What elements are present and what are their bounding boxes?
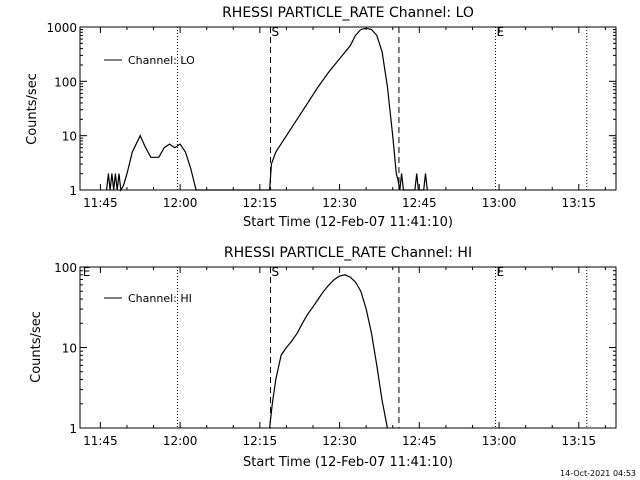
x-tick-label: 13:15 <box>561 196 596 210</box>
x-tick-label: 13:00 <box>482 434 517 448</box>
y-tick-label: 1 <box>69 422 77 436</box>
hi-y-axis-label: Counts/sec <box>29 311 44 383</box>
marker-label-s: S <box>271 265 279 279</box>
x-tick-label: 12:30 <box>322 196 357 210</box>
x-tick-label: 12:00 <box>163 434 198 448</box>
x-tick-label: 11:45 <box>83 434 118 448</box>
hi-panel-title: RHESSI PARTICLE_RATE Channel: HI <box>224 245 472 261</box>
y-tick-label: 100 <box>54 261 77 275</box>
lo-x-axis-label: Start Time (12-Feb-07 11:41:10) <box>243 215 453 230</box>
y-tick-label: 100 <box>54 75 77 89</box>
y-tick-label: 10 <box>62 342 77 356</box>
series-line-channel-hi <box>269 274 388 429</box>
y-tick-label: 1 <box>69 184 77 198</box>
lo-legend-label: Channel: LO <box>128 54 195 67</box>
x-tick-label: 12:45 <box>402 196 437 210</box>
x-tick-label: 11:45 <box>83 196 118 210</box>
marker-label-e: E <box>497 265 505 279</box>
lo-channel-panel: RHESSI PARTICLE_RATE Channel: LO Start T… <box>25 5 617 230</box>
x-tick-label: 13:15 <box>561 434 596 448</box>
y-tick-label: 1000 <box>46 21 77 35</box>
generation-timestamp: 14-Oct-2021 04:53 <box>560 469 636 478</box>
marker-label-s: S <box>271 25 279 39</box>
series-line-channel-lo <box>106 27 428 192</box>
plot-frame <box>79 26 617 191</box>
marker-label-e: E <box>83 265 91 279</box>
x-tick-label: 12:00 <box>163 196 198 210</box>
x-tick-label: 12:15 <box>243 196 278 210</box>
lo-y-axis-label: Counts/sec <box>25 73 40 145</box>
x-tick-label: 13:00 <box>482 196 517 210</box>
y-tick-label: 10 <box>62 130 77 144</box>
x-tick-label: 12:45 <box>402 434 437 448</box>
marker-label-e: E <box>497 25 505 39</box>
lo-panel-title: RHESSI PARTICLE_RATE Channel: LO <box>222 5 474 21</box>
x-tick-label: 12:15 <box>243 434 278 448</box>
hi-channel-panel: RHESSI PARTICLE_RATE Channel: HI Start T… <box>29 245 617 470</box>
hi-x-axis-label: Start Time (12-Feb-07 11:41:10) <box>243 455 453 470</box>
x-tick-label: 12:30 <box>322 434 357 448</box>
hi-legend-label: Channel: HI <box>128 292 192 305</box>
